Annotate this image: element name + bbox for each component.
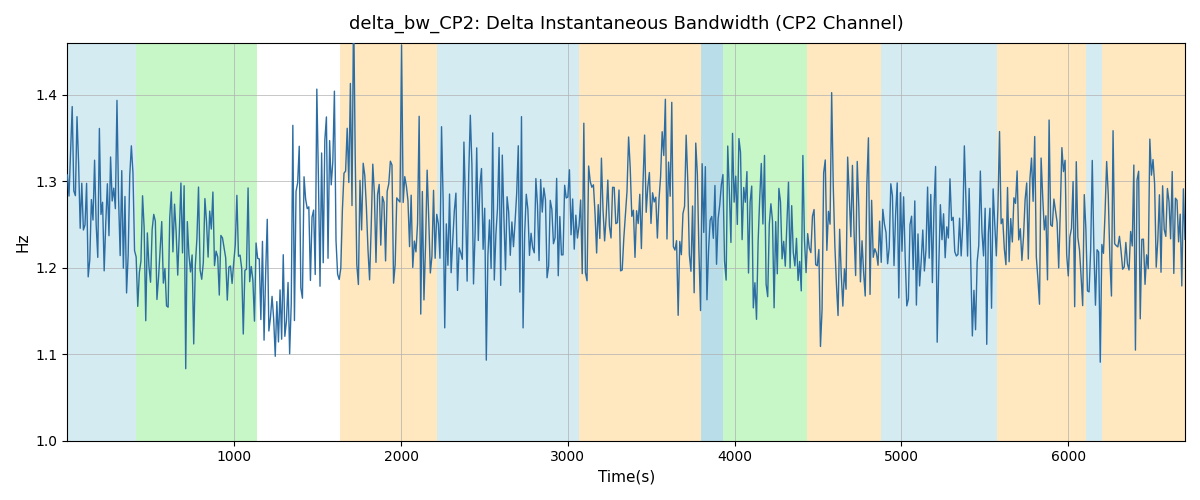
Bar	[722, 43, 808, 440]
Bar	[437, 43, 448, 440]
Bar	[448, 43, 580, 440]
Bar	[67, 43, 136, 440]
Bar	[1102, 43, 1186, 440]
Y-axis label: Hz: Hz	[16, 232, 30, 252]
X-axis label: Time(s): Time(s)	[598, 470, 655, 485]
Bar	[340, 43, 437, 440]
Bar	[580, 43, 701, 440]
Bar	[136, 43, 257, 440]
Bar	[701, 43, 722, 440]
Bar	[1086, 43, 1102, 440]
Bar	[881, 43, 996, 440]
Bar	[996, 43, 1086, 440]
Title: delta_bw_CP2: Delta Instantaneous Bandwidth (CP2 Channel): delta_bw_CP2: Delta Instantaneous Bandwi…	[349, 15, 904, 34]
Bar	[808, 43, 881, 440]
